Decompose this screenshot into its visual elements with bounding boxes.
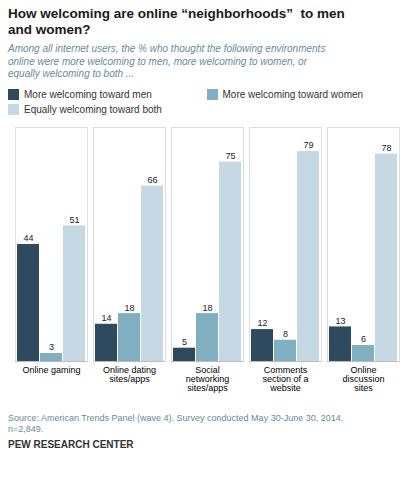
svg-text:12: 12 xyxy=(257,318,267,328)
svg-text:Onlinediscussionsites: Onlinediscussionsites xyxy=(342,365,384,393)
svg-text:75: 75 xyxy=(225,151,235,161)
svg-text:14: 14 xyxy=(101,313,111,323)
html-text:Source: American Trends Panel: Source: American Trends Panel (wave 4). … xyxy=(8,412,344,435)
svg-text:8: 8 xyxy=(283,329,288,339)
svg-text:3: 3 xyxy=(49,342,54,352)
svg-text:5: 5 xyxy=(182,337,187,347)
svg-text:Online gaming: Online gaming xyxy=(22,365,80,375)
svg-text:Socialnetworkingsites/apps: Socialnetworkingsites/apps xyxy=(186,365,230,393)
svg-text:13: 13 xyxy=(335,316,345,326)
svg-text:6: 6 xyxy=(361,334,366,344)
svg-text:66: 66 xyxy=(147,175,157,185)
html-text:How welcoming are online “neig: How welcoming are online “neighborhoods”… xyxy=(8,6,345,38)
svg-text:18: 18 xyxy=(124,302,134,312)
svg-text:78: 78 xyxy=(381,143,391,153)
svg-text:79: 79 xyxy=(303,140,313,150)
html-text:Equally welcoming toward both: Equally welcoming toward both xyxy=(24,103,162,115)
svg-text:Online datingsites/apps: Online datingsites/apps xyxy=(103,365,156,384)
html-text:Among all internet users, the: Among all internet users, the % who thou… xyxy=(8,43,326,80)
html-text:More welcoming toward men: More welcoming toward men xyxy=(24,88,152,100)
html-text:PEW RESEARCH CENTER: PEW RESEARCH CENTER xyxy=(8,439,134,451)
svg-text:51: 51 xyxy=(69,215,79,225)
svg-text:Commentssection of awebsite: Commentssection of awebsite xyxy=(262,365,308,393)
svg-text:44: 44 xyxy=(23,233,33,243)
svg-text:18: 18 xyxy=(202,302,212,312)
html-text:More welcoming toward women: More welcoming toward women xyxy=(222,88,364,100)
